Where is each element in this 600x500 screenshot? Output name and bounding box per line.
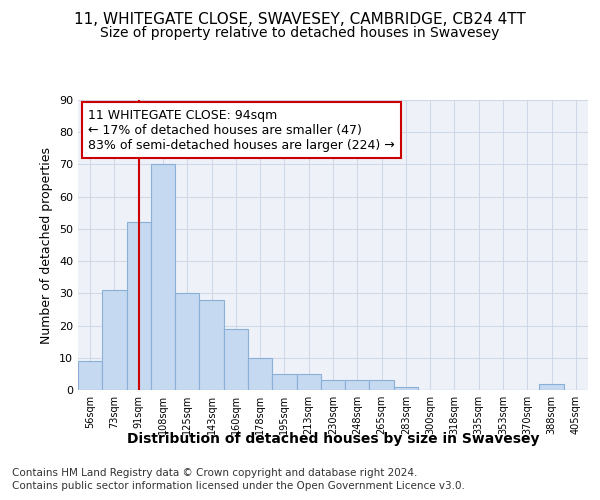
Bar (296, 374, 321, 390)
Bar (199, 300, 224, 390)
Text: Contains HM Land Registry data © Crown copyright and database right 2024.: Contains HM Land Registry data © Crown c… (12, 468, 418, 477)
Bar (151, 164, 175, 390)
Bar (248, 358, 272, 390)
Bar (394, 387, 418, 390)
Bar (321, 380, 345, 390)
Bar (345, 380, 370, 390)
Text: Distribution of detached houses by size in Swavesey: Distribution of detached houses by size … (127, 432, 539, 446)
Text: Size of property relative to detached houses in Swavesey: Size of property relative to detached ho… (100, 26, 500, 40)
Bar (224, 329, 248, 390)
Bar (370, 380, 394, 390)
Bar (127, 222, 151, 390)
Y-axis label: Number of detached properties: Number of detached properties (40, 146, 53, 344)
Bar (539, 384, 564, 390)
Bar (102, 290, 127, 390)
Text: Contains public sector information licensed under the Open Government Licence v3: Contains public sector information licen… (12, 481, 465, 491)
Bar (272, 374, 296, 390)
Text: 11, WHITEGATE CLOSE, SWAVESEY, CAMBRIDGE, CB24 4TT: 11, WHITEGATE CLOSE, SWAVESEY, CAMBRIDGE… (74, 12, 526, 28)
Bar (78, 361, 102, 390)
Bar (175, 294, 199, 390)
Text: 11 WHITEGATE CLOSE: 94sqm
← 17% of detached houses are smaller (47)
83% of semi-: 11 WHITEGATE CLOSE: 94sqm ← 17% of detac… (88, 108, 395, 152)
